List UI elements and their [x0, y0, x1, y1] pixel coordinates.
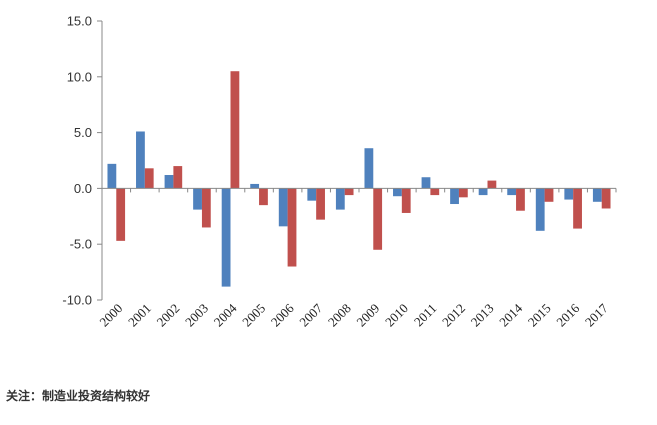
bar-series-2-2009 [373, 188, 383, 250]
bar-series-2-2007 [316, 188, 325, 220]
x-tick-label: 2013 [468, 301, 497, 330]
x-tick-label: 2015 [525, 301, 554, 330]
bar-series-1-2009 [364, 148, 374, 189]
x-tick-label: 2008 [325, 301, 354, 330]
bar-series-1-2004 [221, 188, 231, 287]
bar-series-1-2007 [307, 188, 317, 201]
bar-series-2-2015 [544, 188, 554, 202]
bar-series-1-2014 [507, 188, 517, 196]
bar-series-2-2000 [116, 188, 126, 241]
x-tick-label: 2004 [211, 300, 240, 329]
bar-series-1-2012 [450, 188, 459, 205]
x-tick-label: 2006 [268, 300, 297, 329]
bar-series-1-2010 [393, 188, 402, 197]
bar-series-1-2016 [564, 188, 574, 200]
y-axis: 15.0 10.0 5.0 0.0 -5.0 -10.0 [62, 14, 102, 308]
bar-chart: 15.0 10.0 5.0 0.0 -5.0 -10.0 2000 2001 2002 2003… [62, 14, 617, 330]
y-tick-label: 5.0 [74, 125, 92, 140]
bar-series-2-2010 [401, 188, 411, 213]
x-tick-label: 2000 [96, 301, 125, 330]
bar-series-2-2013 [487, 180, 497, 189]
bar-series-1-2001 [136, 131, 145, 189]
y-tick-label: 0.0 [74, 181, 92, 196]
bars [107, 71, 611, 287]
x-tick-label: 2011 [411, 301, 440, 330]
bar-series-1-2006 [278, 188, 288, 227]
y-tick-label: -10.0 [62, 293, 92, 308]
x-tick-label: 2007 [296, 300, 325, 329]
bar-series-2-2014 [516, 188, 525, 211]
y-tick-label: 15.0 [67, 14, 92, 29]
x-tick-label: 2010 [382, 301, 411, 330]
x-tick-label: 2012 [439, 301, 468, 330]
bar-series-1-2015 [535, 188, 545, 231]
y-tick-label: -5.0 [70, 237, 92, 252]
bar-series-2-2002 [173, 166, 183, 189]
bar-series-1-2017 [592, 188, 602, 202]
x-tick-label: 2017 [582, 300, 611, 329]
bar-series-2-2016 [573, 188, 582, 229]
x-tick-label: 2001 [125, 301, 154, 330]
bar-series-1-2005 [250, 183, 260, 189]
bar-series-1-2013 [478, 188, 488, 196]
bar-series-2-2012 [458, 188, 468, 198]
bar-series-2-2017 [601, 188, 611, 209]
bar-series-2-2008 [344, 188, 354, 196]
bar-series-1-2000 [107, 163, 117, 189]
x-tick-label: 2002 [154, 301, 183, 330]
bar-series-2-2005 [259, 188, 268, 206]
bar-series-2-2006 [287, 188, 297, 267]
bar-series-2-2001 [144, 168, 154, 189]
bar-series-1-2011 [421, 177, 431, 189]
x-tick-label: 2003 [182, 301, 211, 330]
bar-series-2-2011 [430, 188, 440, 196]
bar-series-2-2003 [201, 188, 211, 228]
x-tick-label: 2014 [496, 300, 525, 329]
x-tick-label: 2009 [353, 301, 382, 330]
x-tick-label: 2005 [239, 301, 268, 330]
footnote: 关注：制造业投资结构较好 [6, 389, 151, 403]
y-tick-label: 10.0 [67, 69, 92, 84]
bar-series-1-2002 [164, 175, 174, 189]
x-tick-label: 2016 [553, 300, 582, 329]
bar-series-1-2003 [193, 188, 202, 210]
bar-series-2-2004 [230, 71, 240, 189]
bar-series-1-2008 [335, 188, 345, 210]
